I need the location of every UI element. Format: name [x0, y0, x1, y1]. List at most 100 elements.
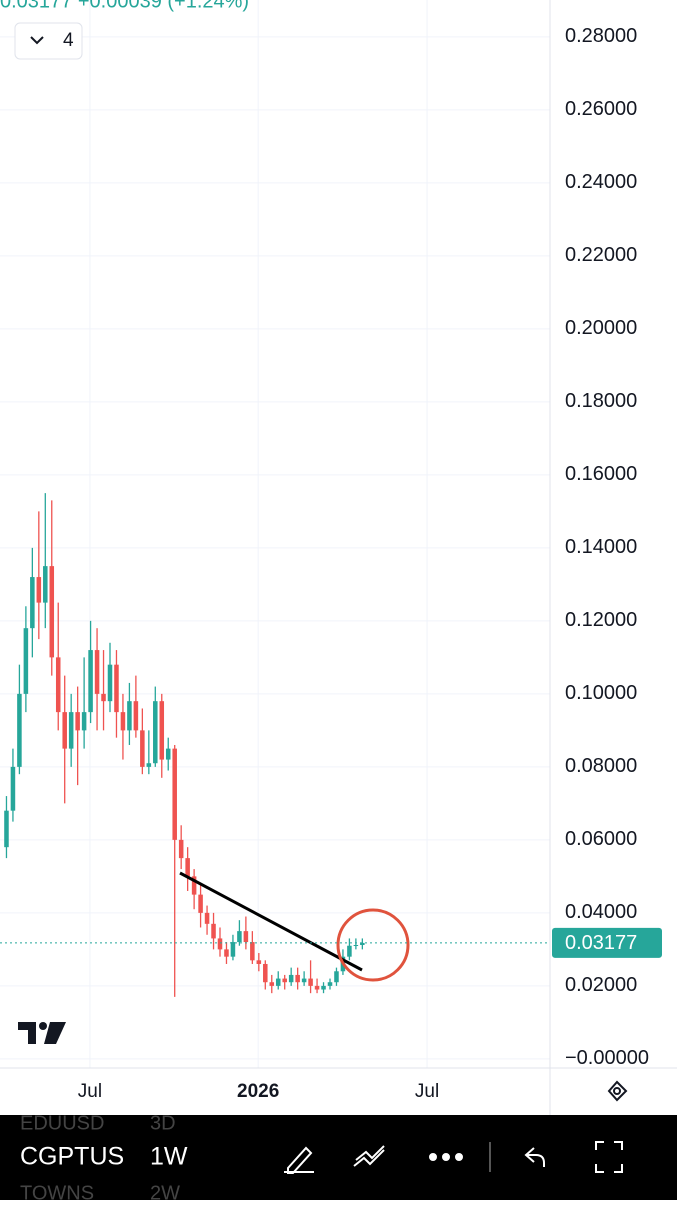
- candle-body: [282, 978, 287, 983]
- toolbar-icons: [284, 1141, 623, 1174]
- ghost-symbol: EDUUSD: [20, 1112, 104, 1134]
- candle-body: [4, 810, 9, 848]
- y-tick-label: 0.02000: [565, 974, 637, 996]
- candle-body: [269, 982, 275, 986]
- candle-body: [55, 657, 61, 713]
- candle-body: [62, 712, 67, 749]
- y-tick-label: 0.18000: [565, 390, 637, 412]
- candle-body: [191, 876, 197, 895]
- candle-body: [178, 839, 184, 859]
- candle-body: [165, 748, 171, 760]
- x-tick-label: Jul: [78, 1081, 102, 1102]
- candle-body: [217, 938, 223, 950]
- y-tick-label: 0.16000: [565, 463, 637, 485]
- candle-body: [140, 730, 145, 767]
- candle-body: [94, 650, 100, 694]
- candle-body: [288, 974, 294, 983]
- candle-body: [250, 942, 255, 961]
- candle-body: [88, 650, 93, 713]
- button-frame[interactable]: [14, 22, 83, 60]
- candle-body: [308, 978, 313, 986]
- candle-body: [146, 763, 152, 767]
- candle-body: [301, 978, 307, 983]
- candle-body: [81, 712, 87, 731]
- candle-body: [237, 931, 242, 943]
- candles: [4, 493, 365, 997]
- ghost-symbol: TOWNS: [20, 1182, 94, 1200]
- candle-body: [204, 912, 210, 924]
- candle-body: [75, 712, 80, 731]
- candle-body: [347, 945, 352, 957]
- y-tick-label: 0.22000: [565, 244, 637, 266]
- candle-body: [153, 701, 158, 764]
- candle-body: [172, 748, 177, 840]
- undo-icon[interactable]: [524, 1147, 545, 1167]
- candle-body: [120, 712, 126, 731]
- interval[interactable]: 1W: [150, 1143, 188, 1171]
- candle-body: [230, 942, 236, 957]
- y-tick-label: 0.08000: [565, 755, 637, 777]
- candle-body: [314, 985, 320, 990]
- candle-body: [295, 974, 300, 983]
- y-tick-label: 0.28000: [565, 25, 637, 47]
- settings-button[interactable]: [607, 1080, 628, 1102]
- tv-logo: [18, 1022, 66, 1044]
- y-tick-label: −0.00000: [565, 1047, 649, 1069]
- candle-body: [327, 982, 333, 986]
- toolbar: [0, 1115, 677, 1200]
- time-axis: Jul 2026 Jul: [78, 1081, 439, 1102]
- more-icon[interactable]: [429, 1153, 437, 1161]
- last-price-label: 0.03177: [565, 932, 637, 954]
- y-tick-label: 0.06000: [565, 828, 637, 850]
- grid: [0, 0, 550, 1068]
- x-tick-label: 2026: [237, 1081, 279, 1102]
- y-tick-label: 0.24000: [565, 171, 637, 193]
- candle-body: [107, 664, 113, 702]
- last-price-badge: [552, 927, 662, 958]
- chevron-icon: [30, 36, 44, 45]
- candle-body: [334, 971, 339, 983]
- trend-line: [179, 871, 363, 972]
- y-tick-label: 0.26000: [565, 98, 637, 120]
- candle-body: [263, 963, 268, 983]
- candle-body: [114, 664, 119, 713]
- highlight-circle: [336, 908, 410, 982]
- candle-body: [36, 577, 42, 603]
- y-tick-label: 0.12000: [565, 609, 637, 631]
- candle-body: [256, 960, 262, 964]
- candle-body: [243, 931, 249, 943]
- candle-body: [353, 944, 359, 946]
- candle-body: [23, 628, 29, 694]
- header-text: 0.03177 +0.00039 (+1.24%): [0, 0, 249, 12]
- candle-body: [49, 566, 55, 658]
- candle-body: [360, 942, 365, 945]
- y-tick-label: 0.04000: [565, 901, 637, 923]
- symbol[interactable]: CGPTUS: [20, 1143, 124, 1171]
- interval-button[interactable]: 4: [14, 22, 83, 60]
- candle-body: [101, 693, 106, 702]
- candle-body: [159, 701, 165, 760]
- candle-body: [321, 985, 326, 990]
- x-tick-label: Jul: [415, 1081, 439, 1102]
- button-label: 4: [63, 30, 74, 51]
- candle-body: [68, 712, 74, 749]
- ghost-interval: 3D: [150, 1112, 176, 1134]
- lines-icon[interactable]: [353, 1145, 385, 1167]
- fullscreen-icon[interactable]: [595, 1141, 623, 1173]
- candle-body: [127, 701, 132, 731]
- y-tick-label: 0.10000: [565, 682, 637, 704]
- candle-body: [133, 701, 139, 731]
- candle-body: [17, 693, 22, 767]
- y-tick-label: 0.14000: [565, 536, 637, 558]
- y-tick-label: 0.20000: [565, 317, 637, 339]
- candle-body: [185, 858, 190, 877]
- draw-icon[interactable]: [284, 1146, 314, 1174]
- candle-body: [275, 978, 281, 986]
- candle-body: [30, 577, 35, 629]
- ghost-interval: 2W: [150, 1182, 180, 1200]
- candle-body: [10, 766, 16, 811]
- candle-body: [224, 949, 229, 957]
